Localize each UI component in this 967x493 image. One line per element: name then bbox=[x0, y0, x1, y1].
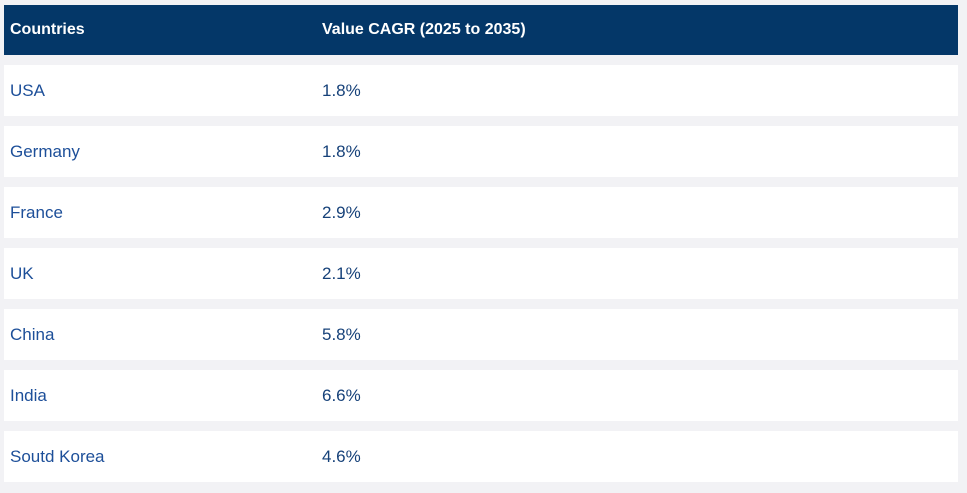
header-countries: Countries bbox=[10, 21, 85, 38]
table-row: Germany 1.8% bbox=[4, 126, 958, 177]
country-cell: China bbox=[10, 324, 55, 344]
country-cell: Soutd Korea bbox=[10, 446, 105, 466]
cagr-cell: 4.6% bbox=[322, 446, 361, 466]
header-value-cagr: Value CAGR (2025 to 2035) bbox=[322, 21, 526, 38]
cagr-cell: 6.6% bbox=[322, 385, 361, 405]
table-row: India 6.6% bbox=[4, 370, 958, 421]
country-cell: USA bbox=[10, 80, 45, 100]
cagr-table: Countries Value CAGR (2025 to 2035) USA … bbox=[4, 5, 958, 492]
country-cell: India bbox=[10, 385, 47, 405]
table-row: China 5.8% bbox=[4, 309, 958, 360]
cagr-cell: 2.9% bbox=[322, 202, 361, 222]
country-cell: UK bbox=[10, 263, 34, 283]
cagr-cell: 5.8% bbox=[322, 324, 361, 344]
table-body: USA 1.8% Germany 1.8% France 2.9% UK 2.1… bbox=[4, 65, 958, 482]
cagr-cell: 2.1% bbox=[322, 263, 361, 283]
table-row: UK 2.1% bbox=[4, 248, 958, 299]
table-header-row: Countries Value CAGR (2025 to 2035) bbox=[4, 5, 958, 55]
country-cell: France bbox=[10, 202, 63, 222]
table-row: France 2.9% bbox=[4, 187, 958, 238]
cagr-cell: 1.8% bbox=[322, 141, 361, 161]
cagr-cell: 1.8% bbox=[322, 80, 361, 100]
country-cell: Germany bbox=[10, 141, 80, 161]
table-row: Soutd Korea 4.6% bbox=[4, 431, 958, 482]
table-row: USA 1.8% bbox=[4, 65, 958, 116]
